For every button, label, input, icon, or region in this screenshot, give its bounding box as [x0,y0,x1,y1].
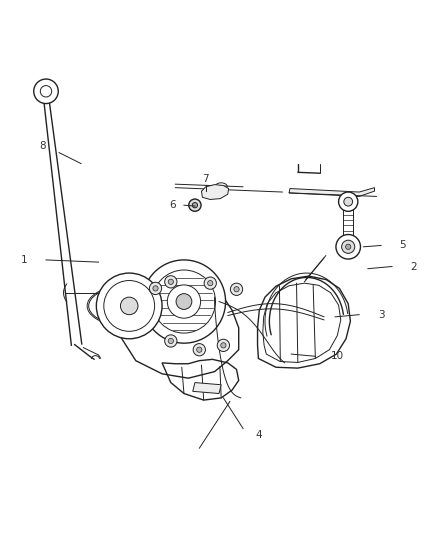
Circle shape [96,273,162,339]
Text: 5: 5 [399,240,406,249]
Circle shape [230,283,243,295]
Text: 8: 8 [39,141,46,151]
Circle shape [197,347,202,352]
Text: 7: 7 [202,174,209,184]
Text: 3: 3 [378,310,385,320]
Circle shape [208,280,213,286]
Circle shape [40,86,52,97]
Circle shape [221,343,226,348]
Circle shape [153,286,158,291]
Circle shape [168,338,173,344]
Circle shape [165,335,177,347]
Circle shape [344,197,353,206]
Circle shape [339,192,358,211]
Circle shape [204,277,216,289]
Text: 6: 6 [170,200,177,210]
Circle shape [165,276,177,288]
Circle shape [104,280,155,332]
Polygon shape [201,184,229,199]
Circle shape [149,282,162,295]
Circle shape [189,199,201,211]
Circle shape [120,297,138,314]
Text: 2: 2 [410,262,417,271]
Circle shape [342,240,355,253]
Text: 4: 4 [255,430,262,440]
Circle shape [346,244,351,249]
Polygon shape [258,276,350,368]
Circle shape [142,260,226,343]
Circle shape [176,294,192,310]
Text: 10: 10 [331,351,344,361]
Circle shape [192,203,198,208]
Polygon shape [289,188,374,197]
Circle shape [217,339,230,351]
Circle shape [167,285,201,318]
Circle shape [168,279,173,285]
Polygon shape [193,383,221,393]
Circle shape [34,79,58,103]
Circle shape [336,235,360,259]
Circle shape [193,344,205,356]
Circle shape [152,270,215,333]
Circle shape [234,287,239,292]
Text: 1: 1 [21,255,28,265]
